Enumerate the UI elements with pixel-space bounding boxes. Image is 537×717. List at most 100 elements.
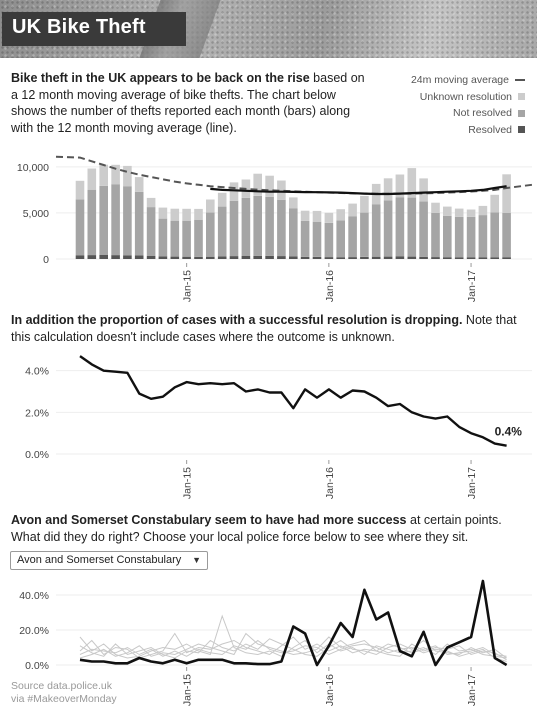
bar-segment [490, 257, 499, 259]
bar-segment [229, 200, 239, 257]
source-via-line: via #MakeoverMonday [11, 693, 117, 705]
bar-segment [170, 208, 180, 221]
bar-segment [75, 180, 85, 200]
header-banner: UK Bike Theft [0, 0, 537, 58]
bar-segment [443, 257, 452, 259]
bar-segment [206, 212, 215, 257]
bar-segment [170, 256, 180, 259]
bar-segment [407, 168, 417, 198]
police-force-line-chart: 0.0% 20.0% 40.0% Jan-15 Jan-16 Jan-17 [19, 579, 532, 706]
bar-segment [241, 197, 251, 256]
bar-segment [502, 174, 511, 213]
bar-segment [99, 164, 108, 186]
bar-segment [443, 206, 452, 216]
bar-segment [206, 199, 215, 213]
bar-segment [158, 256, 168, 259]
bar-segment [146, 207, 156, 256]
x-tick-label: Jan-17 [466, 674, 478, 706]
bar-segment [336, 257, 345, 259]
bar-segment [490, 194, 499, 213]
legend-label: Not resolved [453, 107, 512, 120]
bar-segment [277, 180, 286, 200]
bar-segment [312, 221, 322, 257]
police-force-dropdown[interactable]: Avon and Somerset Constabulary ▼ [10, 551, 208, 570]
bar-segment [395, 174, 405, 198]
bar-segment [478, 205, 488, 216]
y-tick-label: 0.0% [25, 660, 49, 672]
source-note: Source data.police.uk via #MakeoverMonda… [11, 680, 117, 706]
bar-segment [75, 199, 85, 256]
bar-segment [300, 220, 310, 257]
bar-segment [431, 202, 440, 213]
bar-segment [241, 256, 251, 259]
bar-segment [217, 206, 227, 257]
bar-segment [395, 197, 405, 257]
bar-segment [371, 204, 381, 257]
x-tick-label: Jan-15 [182, 270, 194, 302]
bar-segment [360, 196, 369, 213]
source-line: Source data.police.uk [11, 680, 112, 692]
bar-segment [123, 255, 132, 259]
bar-segment [360, 212, 369, 257]
moving-average-12m-line [210, 185, 507, 196]
square-swatch-icon [518, 126, 525, 134]
chart-legend: 24m moving average Unknown resolution No… [411, 72, 525, 138]
x-tick-label: Jan-16 [324, 467, 336, 499]
y-tick-label: 40.0% [19, 590, 49, 602]
other-force-line [79, 614, 507, 659]
avon-rest: at certain points. What did they do righ… [11, 513, 502, 544]
y-tick-label: 4.0% [25, 366, 49, 378]
square-swatch-icon [518, 109, 525, 117]
square-swatch-icon [518, 93, 525, 101]
bar-segment [312, 257, 322, 259]
bar-segment [194, 219, 203, 257]
intro-text: Bike theft in the UK appears to be back … [11, 70, 366, 136]
bar-segment [289, 197, 298, 209]
bar-segment [146, 256, 156, 259]
legend-label: 24m moving average [410, 74, 509, 87]
bar-segment [478, 215, 488, 258]
bar-segment [265, 196, 274, 256]
bar-segment [99, 185, 108, 255]
bar-segment [229, 256, 239, 259]
bar-segment [158, 218, 168, 257]
bar-segment [182, 256, 191, 259]
bar-segment [253, 195, 262, 256]
bar-segment [300, 210, 310, 221]
legend-item-resolved: Resolved [411, 122, 525, 139]
bar-segment [134, 191, 144, 256]
bar-segment [419, 178, 428, 202]
bar-segment [253, 255, 262, 259]
y-tick-label: 2.0% [25, 407, 49, 419]
legend-item-24m-average: 24m moving average [411, 72, 525, 89]
x-tick-label: Jan-17 [466, 467, 478, 499]
bar-segment [383, 178, 393, 201]
avon-bold: Avon and Somerset Constabulary seem to h… [11, 513, 407, 527]
bar-segment [454, 257, 464, 259]
bar-segment [371, 256, 381, 259]
bike-theft-bar-chart: 0 5,000 10,000 Jan-15 Jan-16 Jan-17 [17, 155, 533, 302]
selected-force-line [79, 579, 508, 667]
bar-segment [75, 255, 85, 259]
bar-segment [158, 207, 168, 219]
bar-segment [336, 220, 345, 258]
bar-segment [478, 257, 488, 259]
bar-segment [360, 256, 369, 259]
bar-segment [419, 201, 428, 257]
bar-segment [466, 209, 476, 217]
bar-segment [111, 255, 120, 259]
bar-segment [466, 257, 476, 259]
x-tick-label: Jan-17 [466, 270, 478, 302]
bar-segment [87, 255, 97, 259]
bar-segment [454, 216, 464, 258]
bar-segment [348, 216, 357, 258]
bar-segment [300, 256, 310, 259]
bar-segment [194, 208, 203, 220]
other-force-line [79, 639, 507, 662]
intro-bold: Bike theft in the UK appears to be back … [11, 71, 310, 85]
legend-item-unknown: Unknown resolution [411, 89, 525, 106]
chevron-down-icon[interactable]: ▼ [192, 555, 201, 565]
bar-segment [324, 212, 334, 223]
bar-segment [443, 215, 452, 258]
resolution-rate-line-chart: 0.0% 2.0% 4.0% 0.4% Jan-15 Jan-16 Jan-17 [25, 355, 532, 499]
